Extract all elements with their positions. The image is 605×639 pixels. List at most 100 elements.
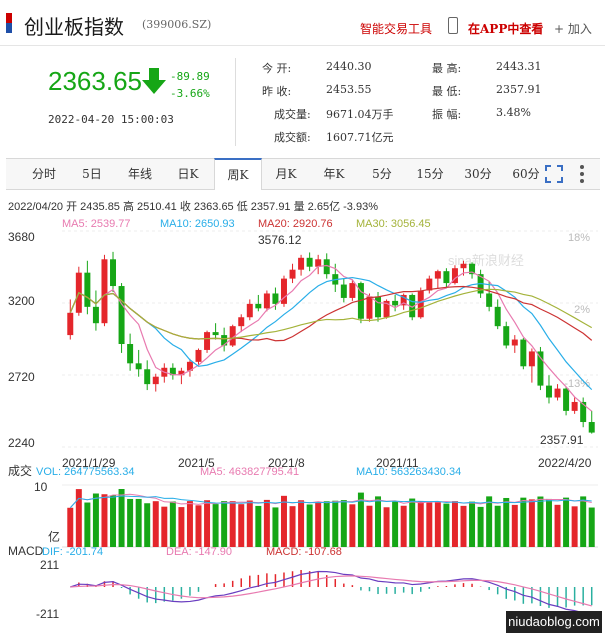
candle-body-12: [169, 367, 176, 376]
candle-body-7: [127, 344, 134, 364]
chart-watermark: sina新浪财经: [448, 253, 524, 268]
volume-bar-55: [537, 496, 544, 547]
candle-body-55: [537, 351, 544, 386]
candle-body-2: [84, 272, 91, 307]
tab-0[interactable]: 分时: [31, 167, 56, 181]
kline-chart[interactable]: 2022/04/20 开 2435.85 高 2510.41 收 2363.65…: [0, 195, 605, 639]
right-tick-1: 2%: [574, 304, 590, 316]
tab-7[interactable]: 5分: [372, 167, 392, 181]
volume-bar-48: [477, 506, 484, 547]
ma20-line: [69, 285, 593, 342]
open-value: 2440.30: [326, 60, 372, 73]
volume-bar-41: [417, 501, 424, 547]
change-percent: -3.66%: [170, 87, 210, 100]
volume-bar-40: [409, 498, 416, 547]
volume-bar-43: [434, 502, 441, 547]
volume-bar-31: [332, 500, 339, 547]
add-watchlist-button[interactable]: + 加入: [554, 22, 592, 36]
volume-bar-51: [503, 497, 510, 547]
candle-body-36: [375, 296, 382, 318]
x-tick-2: 2021/8: [268, 456, 305, 470]
header-bar: [0, 0, 605, 46]
tab-4[interactable]: 周K: [214, 158, 262, 190]
divider: [235, 58, 236, 146]
candle-body-60: [580, 401, 587, 423]
vol-tick-bottom: 亿: [48, 529, 60, 544]
volume-bar-12: [169, 501, 176, 547]
tab-9[interactable]: 30分: [464, 167, 492, 181]
volume-bar-19: [229, 501, 236, 547]
quote-datetime: 2022-04-20 15:00:03: [48, 113, 174, 126]
fullscreen-icon[interactable]: [545, 165, 563, 183]
volume-bar-15: [195, 505, 202, 547]
high-value: 2443.31: [496, 60, 542, 73]
tab-1[interactable]: 5日: [82, 167, 102, 181]
vol-tick-top: 10: [34, 480, 48, 494]
candle-body-43: [434, 271, 441, 279]
volume-bar-42: [426, 502, 433, 547]
legend-ma30: MA30: 3056.45: [356, 218, 431, 230]
candle-body-25: [280, 278, 287, 304]
dif-line: [70, 570, 592, 616]
volume-bar-18: [221, 501, 228, 547]
tab-10[interactable]: 60分: [512, 167, 540, 181]
tab-6[interactable]: 年K: [323, 167, 345, 181]
x-tick-4: 2022/4/20: [538, 456, 592, 470]
open-label: 今 开:: [262, 62, 292, 75]
candle-body-8: [135, 363, 142, 370]
more-options-icon[interactable]: [577, 163, 587, 185]
tab-8[interactable]: 15分: [416, 167, 444, 181]
candle-body-39: [400, 294, 407, 306]
volume-bar-50: [494, 505, 501, 547]
candle-body-21: [246, 303, 253, 318]
candle-body-59: [571, 401, 578, 411]
volume-bar-58: [563, 497, 570, 547]
volume-bar-2: [84, 502, 91, 547]
volume-bar-39: [400, 505, 407, 547]
tab-2[interactable]: 年线: [127, 167, 152, 181]
volume-bar-24: [272, 507, 279, 547]
candle-body-3: [92, 306, 99, 324]
volume-bar-28: [306, 504, 313, 547]
tab-5[interactable]: 月K: [275, 167, 297, 181]
candle-body-33: [349, 283, 356, 298]
volume-bar-54: [528, 499, 535, 547]
tab-3[interactable]: 日K: [177, 167, 199, 181]
volume-bar-60: [580, 496, 587, 547]
candle-body-32: [340, 284, 347, 298]
min-annotation: 2357.91: [540, 433, 584, 447]
candle-body-37: [383, 300, 390, 318]
candle-body-49: [486, 293, 493, 307]
vol-legend: VOL: 264775563.34: [36, 466, 134, 478]
trading-tool-link[interactable]: 智能交易工具: [360, 22, 433, 36]
volume-bar-21: [246, 500, 253, 547]
volume-bar-0: [67, 507, 74, 547]
volume-bar-25: [280, 495, 287, 547]
candle-body-9: [144, 369, 151, 385]
candle-body-4: [101, 259, 108, 324]
volume-bar-6: [118, 489, 125, 547]
ma5-line: [69, 264, 593, 412]
volume-bar-11: [161, 506, 168, 547]
volume-label: 成交量:: [274, 108, 311, 121]
period-tabs: 分时 5日 年线 日K 周K 月K 年K 5分 15分 30分 60分: [6, 158, 600, 190]
candle-body-41: [417, 290, 424, 318]
candle-body-24: [272, 293, 279, 304]
volume-bar-16: [204, 500, 211, 547]
candle-body-57: [554, 388, 561, 398]
volume-bar-38: [392, 501, 399, 547]
volume-bar-4: [101, 494, 108, 547]
phone-icon: [448, 17, 458, 34]
volume-bar-5: [110, 495, 117, 547]
price-change: -89.89 -3.66%: [170, 68, 210, 102]
candle-body-42: [426, 278, 433, 291]
macd-title: MACD: [8, 544, 44, 558]
candle-body-27: [298, 257, 305, 270]
volume-bar-53: [520, 497, 527, 547]
volume-bar-7: [127, 498, 134, 547]
macd-value-legend: MACD: -107.68: [266, 546, 342, 558]
open-in-app-link[interactable]: 在APP中查看: [468, 22, 544, 36]
volume-bar-13: [178, 507, 185, 547]
stock-code: (399006.SZ): [142, 18, 212, 31]
volume-bar-49: [486, 496, 493, 547]
